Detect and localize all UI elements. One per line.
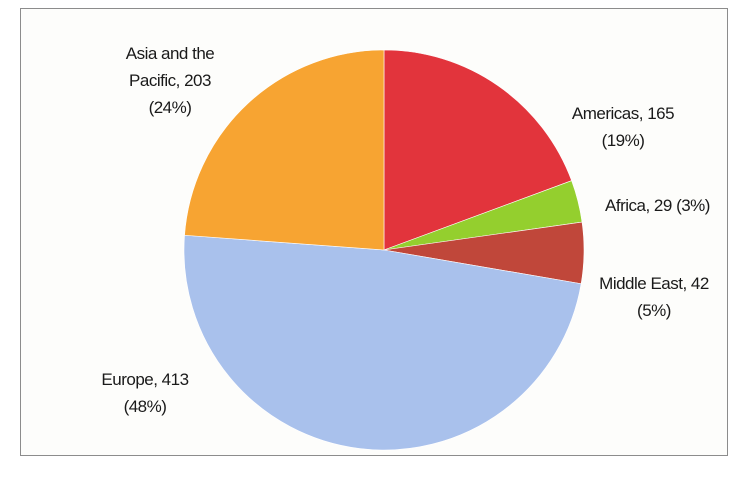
label-americas: Americas, 165 (19%): [548, 100, 698, 154]
label-africa: Africa, 29 (3%): [590, 192, 725, 219]
label-asia-pacific-line3: (24%): [148, 98, 192, 117]
label-asia-pacific: Asia and the Pacific, 203 (24%): [95, 40, 245, 121]
label-americas-line2: (19%): [601, 131, 645, 150]
label-africa-line1: Africa, 29 (3%): [605, 196, 710, 215]
pie-slice-asia-and-the-pacific: [184, 49, 385, 251]
label-asia-pacific-line2: Pacific, 203: [129, 71, 211, 90]
label-middle-east-line2: (5%): [637, 301, 671, 320]
label-americas-line1: Americas, 165: [571, 104, 675, 123]
label-middle-east: Middle East, 42 (5%): [584, 270, 724, 324]
label-europe: Europe, 413 (48%): [80, 366, 210, 420]
label-europe-line2: (48%): [123, 397, 167, 416]
label-europe-line1: Europe, 413: [101, 370, 189, 389]
pie-slice-europe: [183, 234, 582, 451]
label-asia-pacific-line1: Asia and the: [125, 44, 215, 63]
label-middle-east-line1: Middle East, 42: [599, 274, 709, 293]
pie-slice-americas: [383, 49, 572, 251]
